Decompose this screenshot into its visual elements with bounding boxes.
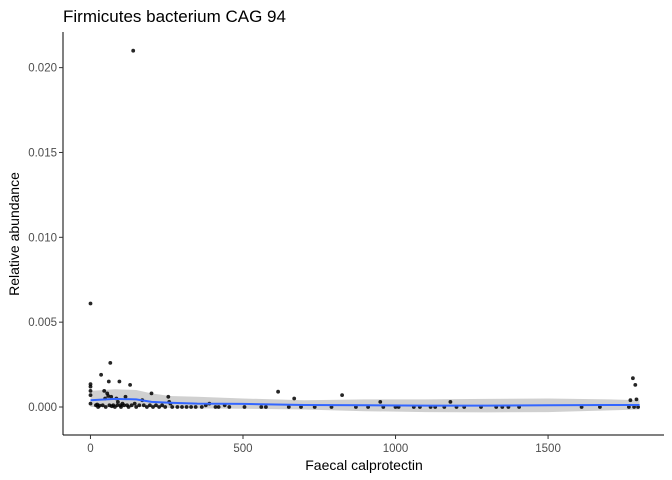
data-point xyxy=(193,405,198,409)
data-point xyxy=(148,403,152,408)
data-point xyxy=(109,394,114,399)
y-tick-label: 0.010 xyxy=(28,232,57,244)
data-point xyxy=(132,401,137,406)
x-tick-label: 1000 xyxy=(383,443,409,455)
y-axis-title: Relative abundance xyxy=(6,172,22,296)
y-tick-label: 0.000 xyxy=(28,402,57,414)
y-tick-label: 0.015 xyxy=(28,147,57,159)
data-point xyxy=(170,405,175,409)
data-point xyxy=(108,361,113,365)
data-point xyxy=(299,405,303,409)
smooth-line xyxy=(90,397,640,407)
data-point xyxy=(286,405,291,409)
data-point xyxy=(633,383,638,387)
x-tick-label: 0 xyxy=(87,443,93,455)
data-point xyxy=(131,48,136,53)
y-tick-label: 0.020 xyxy=(28,63,57,75)
data-point xyxy=(340,393,344,397)
data-point xyxy=(175,405,180,409)
data-point xyxy=(634,397,639,402)
data-point xyxy=(180,405,184,409)
data-point xyxy=(106,379,111,384)
data-point xyxy=(119,405,123,409)
data-point xyxy=(636,405,640,409)
data-point xyxy=(88,393,93,397)
data-point xyxy=(117,379,122,384)
smooth-line-layer xyxy=(90,397,640,407)
data-point xyxy=(116,400,120,404)
data-point xyxy=(213,405,218,409)
data-point xyxy=(151,405,155,409)
data-point xyxy=(184,405,189,409)
data-point xyxy=(160,403,165,408)
data-point xyxy=(99,372,103,377)
x-tick-label: 500 xyxy=(233,443,252,455)
data-point xyxy=(88,301,93,306)
data-point xyxy=(189,405,194,409)
x-axis-ticks: 0 500 1000 1500 xyxy=(87,435,561,455)
data-point xyxy=(88,389,93,393)
data-point xyxy=(115,403,120,408)
data-point xyxy=(145,405,149,409)
data-point xyxy=(163,405,168,409)
x-axis-title: Faecal calprotectin xyxy=(305,457,423,473)
data-point xyxy=(88,401,93,406)
data-point xyxy=(448,400,453,404)
data-point xyxy=(149,391,154,396)
data-point xyxy=(259,405,264,409)
x-tick-label: 1500 xyxy=(535,443,561,455)
data-point xyxy=(628,398,633,403)
data-point xyxy=(128,383,133,387)
data-point xyxy=(627,405,631,409)
data-point xyxy=(598,405,602,409)
data-point xyxy=(242,405,247,409)
data-point xyxy=(137,403,142,408)
data-point xyxy=(632,405,636,409)
data-point xyxy=(123,394,128,399)
data-point xyxy=(106,394,111,398)
data-point xyxy=(154,403,158,408)
data-point xyxy=(199,405,204,409)
data-point xyxy=(103,405,108,409)
data-point xyxy=(157,405,162,409)
data-point xyxy=(88,384,93,389)
data-point xyxy=(166,394,171,399)
data-point xyxy=(100,403,105,408)
data-point xyxy=(134,405,139,409)
y-axis-ticks: 0.000 0.005 0.010 0.015 0.020 xyxy=(28,63,63,414)
data-point xyxy=(216,405,221,409)
data-point xyxy=(227,405,232,409)
data-point xyxy=(264,405,268,409)
data-point xyxy=(126,405,131,409)
data-point xyxy=(102,389,107,393)
data-point xyxy=(378,400,383,404)
chart-title: Firmicutes bacterium CAG 94 xyxy=(63,7,286,26)
data-point xyxy=(129,403,134,408)
data-point xyxy=(141,403,146,408)
data-point xyxy=(97,403,102,408)
data-point xyxy=(276,389,280,394)
data-point xyxy=(122,403,126,408)
data-point xyxy=(631,376,635,381)
data-point xyxy=(292,396,297,401)
y-tick-label: 0.005 xyxy=(28,317,57,329)
